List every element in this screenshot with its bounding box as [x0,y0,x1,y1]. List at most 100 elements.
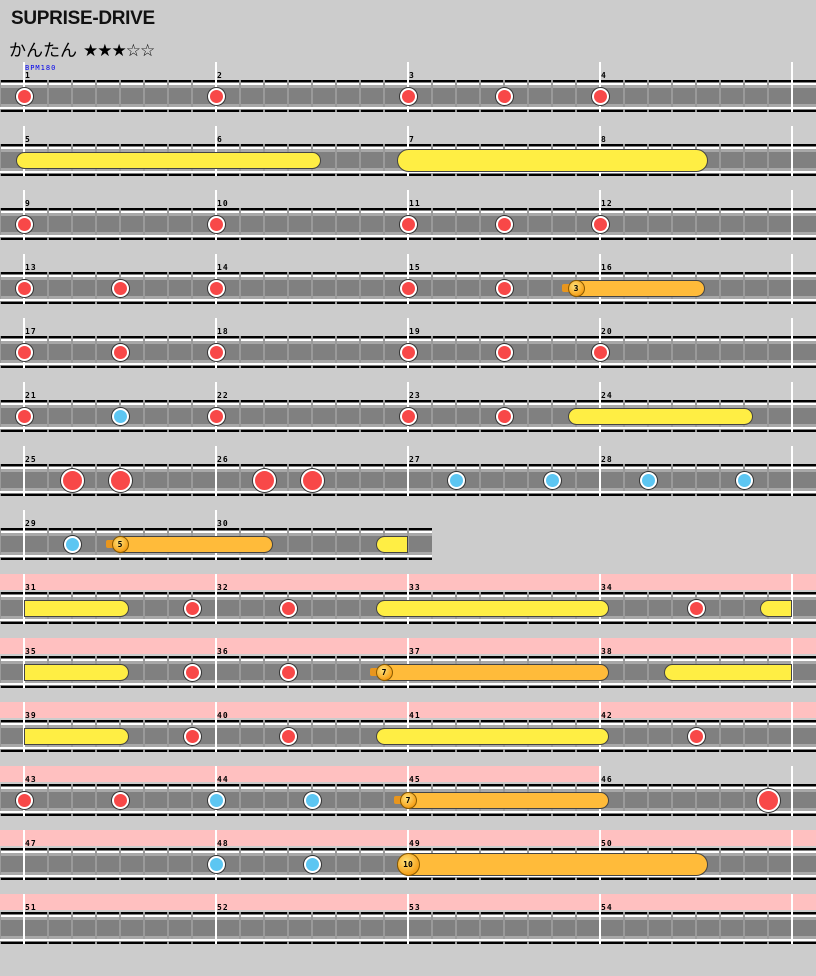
balloon-tail-icon [394,796,404,804]
measure-number: 51 [25,903,37,912]
measure-number: 24 [601,391,613,400]
beat-line [743,784,745,816]
beat-line [263,592,265,624]
beat-line [311,656,313,688]
beat-line [311,592,313,624]
measure-bar [791,894,793,944]
measure-bar [215,446,217,496]
beat-line [359,208,361,240]
beat-line [359,464,361,496]
beat-line [0,80,1,112]
measure-bar [407,62,409,112]
measure-bar [407,638,409,688]
beat-line [239,720,241,752]
don-note [207,279,225,297]
beat-line [719,80,721,112]
beat-line [191,784,193,816]
beat-line [0,336,1,368]
ka-note [207,855,225,873]
beat-line [383,336,385,368]
beat-line [311,912,313,944]
don-note [591,215,609,233]
gogo-band [600,574,816,590]
beat-line [95,272,97,304]
measure-number: 11 [409,199,421,208]
measure-number: 47 [25,839,37,848]
beat-line [767,848,769,880]
don-note [111,791,129,809]
measure-number: 17 [25,327,37,336]
beat-line [767,144,769,176]
measure-bar [791,638,793,688]
beat-line [359,848,361,880]
balloon-icon: 5 [111,535,129,553]
beat-line [287,400,289,432]
measure-bar [407,894,409,944]
measure-bar [791,574,793,624]
beat-line [527,272,529,304]
measure-bar [407,382,409,432]
drumroll [15,151,321,169]
beat-line [743,144,745,176]
beat-line [0,848,1,880]
beat-line [671,336,673,368]
measure-number: 19 [409,327,421,336]
gogo-band [408,574,600,590]
gogo-band [0,638,216,654]
beat-line [359,656,361,688]
beat-line [479,272,481,304]
beat-line [647,80,649,112]
beat-line [311,400,313,432]
measure-bar [215,62,217,112]
beat-line [47,80,49,112]
balloon-tail-icon [562,284,572,292]
measure-bar [599,254,601,304]
beat-line [359,144,361,176]
measure-bar [215,702,217,752]
beat-line [335,464,337,496]
drumroll [24,727,129,745]
measure-number: 15 [409,263,421,272]
beat-line [0,592,1,624]
don-note [495,215,513,233]
star-rating: ★★★☆☆ [83,41,155,61]
beat-line [575,912,577,944]
beat-line [263,336,265,368]
beat-line [527,208,529,240]
measure-number: 49 [409,839,421,848]
beat-line [71,272,73,304]
measure-number: 3 [409,71,415,80]
don-note [399,279,417,297]
beat-line [767,912,769,944]
measure-bar [23,766,25,816]
beat-line [239,80,241,112]
balloon-body [396,852,708,876]
beat-line [455,208,457,240]
measure-bar [407,766,409,816]
don-note [495,407,513,425]
beat-line [695,80,697,112]
beat-line [311,272,313,304]
beat-line [743,720,745,752]
don-note [207,87,225,105]
measure-number: 50 [601,839,613,848]
don-note [399,87,417,105]
bpm-marker: BPM180 [25,64,57,72]
measure-number: 36 [217,647,229,656]
ka-note [111,407,129,425]
beat-line [647,592,649,624]
balloon-tail-icon [106,540,116,548]
measure-number: 38 [601,647,613,656]
beat-line [359,720,361,752]
measure-number: 43 [25,775,37,784]
beat-line [335,400,337,432]
beat-line [167,656,169,688]
don-note [15,87,33,105]
beat-line [527,400,529,432]
beat-line [431,336,433,368]
don-note [279,663,297,681]
beat-line [119,912,121,944]
beat-line [143,912,145,944]
don-note [183,599,201,617]
chart-row: 13 14 15 16 3 [0,254,816,336]
